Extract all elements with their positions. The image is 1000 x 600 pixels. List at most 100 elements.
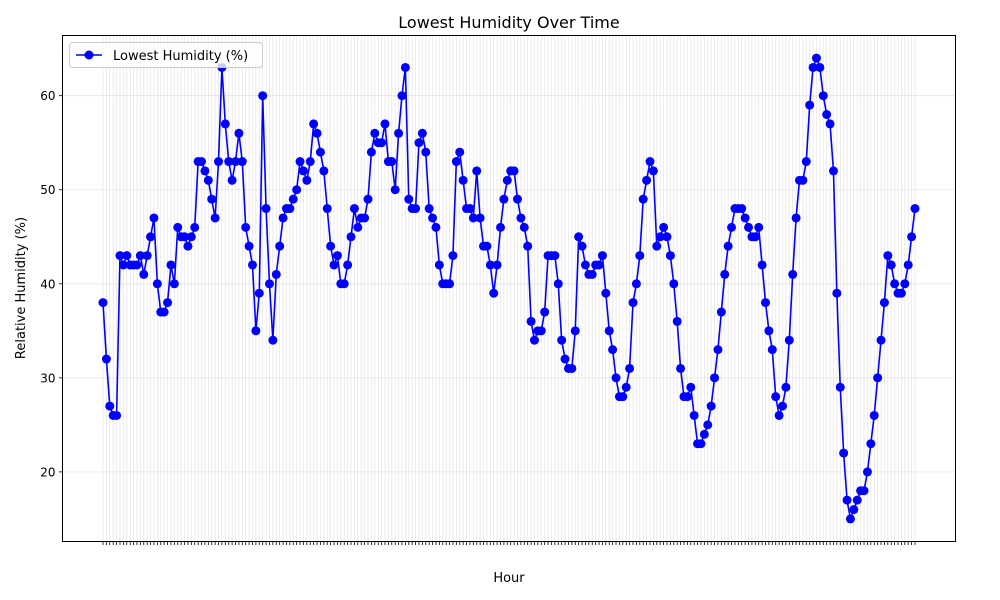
data-point [455,147,465,157]
data-point [186,232,196,242]
legend-marker-swatch [84,50,94,60]
data-point [716,307,726,317]
data-point [258,91,268,101]
data-point [625,363,635,373]
legend-label: Lowest Humidity (%) [113,49,248,64]
data-point [771,392,781,402]
data-point [818,91,828,101]
data-point [873,373,883,383]
data-point [907,232,917,242]
data-point [244,241,254,251]
data-point [557,335,567,345]
data-point [828,166,838,176]
data-point [832,288,842,298]
data-point [631,279,641,289]
data-point [482,241,492,251]
data-point [220,119,230,129]
data-point [774,410,784,420]
data-point [536,326,546,336]
data-point [662,232,672,242]
plot-area-border [62,35,956,542]
data-point [98,298,108,308]
data-point [271,269,281,279]
y-axis-ticks: 20 30 40 50 60 [40,89,63,479]
data-point [163,298,173,308]
data-point [363,194,373,204]
data-point [567,363,577,373]
data-point [241,222,251,232]
data-point [750,232,760,242]
data-point [210,213,220,223]
data-point [669,279,679,289]
data-point [421,147,431,157]
y-tick-label: 40 [40,277,55,291]
data-point [618,392,628,402]
data-point [224,157,234,167]
data-point [910,204,920,214]
data-point [784,335,794,345]
data-point [757,260,767,270]
data-point [197,157,207,167]
data-point [778,401,787,411]
data-point [377,138,387,148]
data-point [740,213,750,223]
data-point [343,260,353,270]
y-tick-label: 20 [40,465,55,479]
legend: Lowest Humidity (%) [69,42,263,68]
data-point [825,119,835,129]
data-point [329,260,339,270]
data-point [553,279,563,289]
data-point [268,335,278,345]
data-point [101,354,111,364]
data-point [727,222,737,232]
data-point [655,232,665,242]
data-point [791,213,801,223]
data-point [699,429,709,439]
data-point [264,279,274,289]
data-point [237,157,247,167]
data-point [149,213,159,223]
data-point [332,251,342,261]
data-point [475,213,485,223]
data-point [608,345,618,355]
data-point [302,175,312,185]
x-axis-ticks [102,541,916,545]
data-point [496,222,506,232]
data-point [346,232,356,242]
data-point [339,279,349,289]
data-point [574,232,584,242]
data-point [349,204,359,214]
x-axis-label: Hour [493,571,525,586]
data-point [764,326,774,336]
data-point [686,382,696,392]
chart-title: Lowest Humidity Over Time [398,13,619,32]
data-point [601,288,611,298]
data-point [448,251,458,261]
data-point [472,166,482,176]
data-point [849,505,859,515]
data-point [360,213,370,223]
data-point [788,269,798,279]
data-point [118,260,128,270]
data-point [523,241,533,251]
data-point [900,279,910,289]
data-point [485,260,495,270]
data-point [139,269,149,279]
y-axis-label: Relative Humidity (%) [14,217,29,359]
data-point [512,194,522,204]
data-point [896,288,906,298]
data-point [312,128,322,138]
data-point [703,420,713,430]
data-point [207,194,217,204]
data-point [400,62,410,72]
data-point [298,166,308,176]
data-point [353,222,363,232]
data-point [424,204,434,214]
data-point [682,392,692,402]
data-point [135,251,145,261]
data-point [822,110,832,119]
data-point [319,166,329,176]
data-point [122,251,132,261]
data-point [417,128,427,138]
y-tick-label: 30 [40,371,55,385]
